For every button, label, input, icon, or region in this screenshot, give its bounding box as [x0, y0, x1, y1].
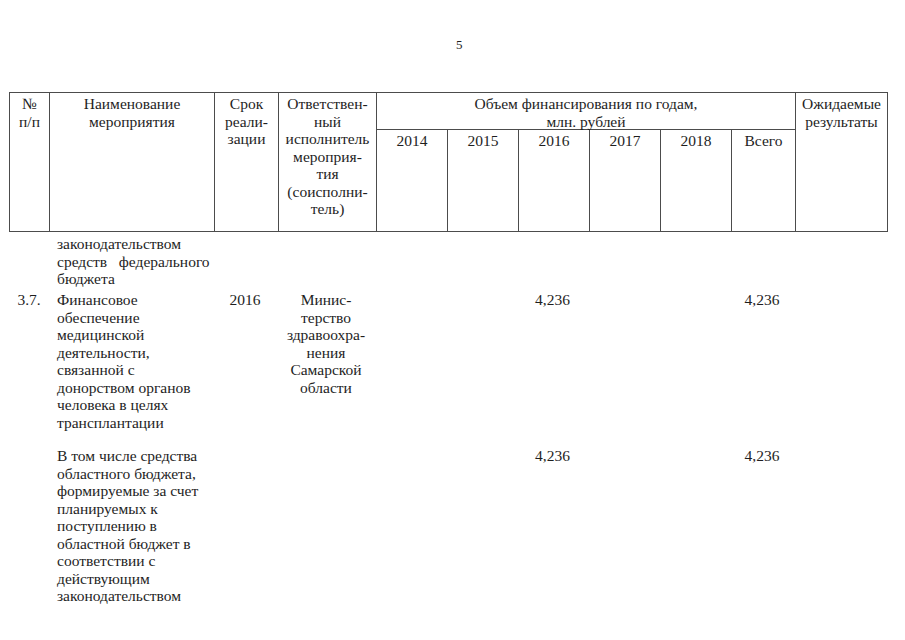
header-cell-financing: Объем финансирования по годам, млн. рубл…: [376, 93, 795, 130]
row-3-7-executor: Минис- терство здравоохра- нения Самарск…: [277, 291, 375, 396]
row-3-7-value-2016: 4,236: [517, 291, 588, 309]
row-subitem-name: В том числе средства областного бюджета,…: [57, 447, 225, 605]
table-header: № п/п Наименование мероприятия Срок реал…: [9, 92, 888, 232]
header-cell-name: Наименование мероприятия: [49, 93, 214, 231]
header-cell-results: Ожидаемые результаты: [795, 93, 887, 231]
header-cell-executor: Ответствен- ный исполнитель мероприя- ти…: [278, 93, 376, 231]
header-cell-total: Всего: [731, 130, 795, 231]
page-number: 5: [456, 37, 463, 53]
row-subitem-value-total: 4,236: [730, 447, 794, 465]
row-3-7-term: 2016: [213, 291, 277, 309]
row-3-7-name: Финансовое обеспечение медицинской деяте…: [57, 291, 225, 431]
header-cell-year-2014: 2014: [376, 130, 447, 231]
header-cell-term: Срок реали- зации: [214, 93, 278, 231]
row-3-7-number: 3.7.: [9, 291, 49, 309]
header-cell-number: № п/п: [10, 93, 49, 231]
header-cell-year-2018: 2018: [660, 130, 731, 231]
header-cell-year-2015: 2015: [447, 130, 518, 231]
header-cell-year-2016: 2016: [518, 130, 589, 231]
document-page: 5 № п/п Наименование мероприятия Срок ре…: [0, 0, 905, 640]
row-3-7-value-total: 4,236: [730, 291, 794, 309]
header-cell-year-2017: 2017: [589, 130, 660, 231]
row-subitem-value-2016: 4,236: [517, 447, 588, 465]
row-continuation-name: законодательством средств федерального б…: [57, 235, 225, 288]
